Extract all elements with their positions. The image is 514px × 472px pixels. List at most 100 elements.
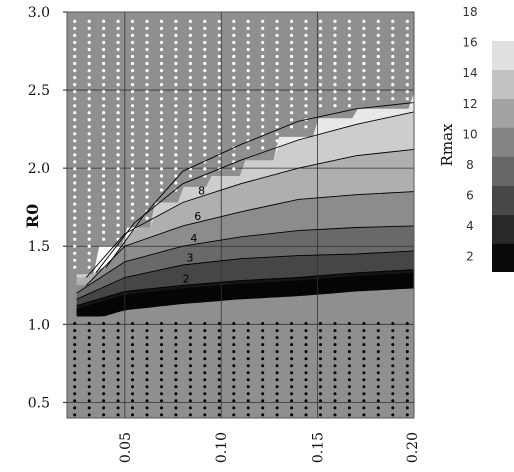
black-dot — [391, 364, 395, 368]
white-dot — [304, 125, 308, 129]
white-dot — [87, 61, 91, 66]
black-dot — [391, 336, 395, 340]
black-dot — [275, 399, 279, 403]
black-dot — [73, 378, 77, 382]
black-dot — [131, 343, 134, 347]
white-dot — [145, 33, 149, 38]
white-dot — [391, 97, 395, 101]
black-dot — [246, 371, 250, 375]
black-dot — [160, 399, 163, 403]
white-dot — [188, 33, 192, 38]
white-dot — [203, 132, 207, 136]
white-dot — [130, 174, 135, 178]
white-dot — [290, 69, 294, 73]
black-dot — [232, 329, 236, 333]
white-dot — [333, 90, 337, 94]
white-dot — [362, 40, 366, 45]
white-dot — [73, 244, 77, 248]
white-dot — [405, 40, 409, 45]
white-dot — [87, 265, 91, 269]
white-dot — [130, 76, 135, 80]
black-dot — [73, 322, 77, 325]
white-dot — [232, 167, 236, 171]
black-dot — [116, 350, 120, 354]
white-dot — [188, 76, 192, 80]
white-dot — [159, 19, 164, 23]
white-dot — [73, 167, 77, 171]
white-dot — [290, 104, 294, 108]
contour-label: 8 — [198, 185, 205, 198]
white-dot — [290, 47, 294, 52]
white-dot — [145, 146, 149, 150]
white-dot — [116, 188, 120, 192]
white-dot — [304, 33, 308, 38]
white-dot — [391, 19, 395, 23]
colorbar-tick-label: 12 — [462, 97, 477, 111]
black-dot — [217, 392, 221, 396]
white-dot — [203, 26, 207, 30]
white-dot — [188, 111, 192, 115]
colorbar-step — [492, 12, 514, 41]
black-dot — [203, 357, 207, 361]
white-dot — [159, 26, 164, 30]
white-dot — [102, 69, 106, 73]
white-dot — [116, 216, 120, 220]
black-dot — [203, 371, 207, 375]
white-dot — [188, 54, 192, 59]
black-dot — [290, 378, 294, 382]
black-dot — [319, 322, 322, 325]
black-dot — [102, 413, 106, 417]
black-dot — [131, 329, 134, 333]
black-dot — [275, 378, 279, 382]
black-dot — [160, 329, 163, 333]
black-dot — [391, 406, 395, 410]
black-dot — [188, 364, 192, 368]
white-dot — [318, 76, 323, 80]
white-dot — [261, 132, 265, 136]
black-dot — [333, 378, 337, 382]
black-dot — [275, 336, 279, 340]
black-dot — [174, 399, 178, 403]
black-dot — [131, 336, 134, 340]
white-dot — [261, 69, 265, 73]
black-dot — [376, 343, 380, 347]
white-dot — [87, 104, 91, 108]
white-dot — [304, 47, 308, 52]
white-dot — [116, 90, 120, 94]
black-dot — [116, 413, 120, 417]
white-dot — [174, 174, 178, 178]
black-dot — [261, 406, 265, 410]
black-dot — [290, 406, 294, 410]
white-dot — [232, 19, 236, 23]
white-dot — [275, 76, 279, 80]
white-dot — [246, 69, 250, 73]
black-dot — [131, 350, 134, 354]
white-dot — [116, 69, 120, 73]
colorbar-tick-label: 10 — [462, 127, 477, 141]
white-dot — [159, 83, 164, 87]
black-dot — [203, 322, 207, 325]
white-dot — [275, 61, 279, 66]
black-dot — [87, 322, 91, 325]
white-dot — [203, 33, 207, 38]
white-dot — [318, 90, 323, 94]
black-dot — [290, 364, 294, 368]
black-dot — [116, 336, 120, 340]
contour-line — [85, 148, 414, 278]
black-dot — [102, 350, 106, 354]
black-dot — [188, 371, 192, 375]
black-dot — [217, 413, 221, 417]
white-dot — [261, 76, 265, 80]
colorbar-step — [492, 40, 514, 70]
black-dot — [391, 399, 395, 403]
white-dot — [73, 153, 77, 157]
black-dot — [174, 385, 178, 389]
white-dot — [102, 125, 106, 129]
black-dot — [333, 399, 337, 403]
black-dot — [261, 399, 265, 403]
white-dot — [304, 69, 308, 73]
black-dot — [145, 399, 149, 403]
black-dot — [304, 357, 308, 361]
white-dot — [145, 118, 149, 122]
white-dot — [246, 118, 250, 122]
